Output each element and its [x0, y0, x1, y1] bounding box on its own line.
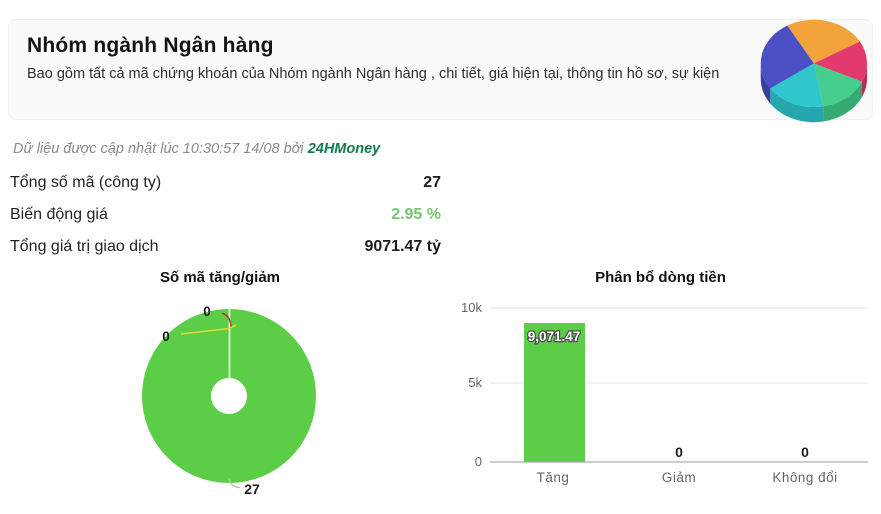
pie-connector-giam: [221, 312, 232, 329]
stat-value: 27: [423, 174, 441, 191]
data-updated-text: Dữ liệu được cập nhật lúc 10:30:57 14/08…: [13, 141, 304, 157]
ytick-10k: 10k: [461, 300, 482, 315]
header-card: Nhóm ngành Ngân hàng Bao gồm tất cả mã c…: [8, 19, 873, 123]
bar-chart-title: Phân bổ dòng tiền: [595, 269, 726, 286]
pie-chart-panel: Số mã tăng/giảm 0 0 27: [0, 266, 440, 514]
stat-row-total-codes: Tổng số mã (công ty) 27: [10, 167, 441, 199]
page-title: Nhóm ngành Ngân hàng: [27, 34, 274, 57]
stat-label: Tổng giá trị giao dịch: [10, 238, 159, 255]
xcat-giam: Giảm: [662, 470, 696, 485]
stat-value-percent: 2.95 %: [391, 206, 441, 223]
xcat-tang: Tăng: [537, 470, 570, 485]
pie-connector-tang: [228, 477, 241, 489]
bar-chart-panel: Phân bổ dòng tiền 10k 5k 0 9,071.47 0 0 …: [440, 266, 881, 514]
stat-label: Tổng số mã (công ty): [10, 174, 162, 191]
stat-row-total-value: Tổng giá trị giao dịch 9071.47 tỷ: [10, 231, 441, 263]
pie-label-khong-doi: 0: [162, 329, 170, 344]
ytick-0: 0: [475, 454, 482, 469]
pie-chart-logo-svg: [760, 19, 868, 123]
bar-value-label-tang: 9,071.47: [528, 329, 581, 344]
page-subtitle: Bao gồm tất cả mã chứng khoán của Nhóm n…: [27, 66, 720, 82]
ytick-5k: 5k: [468, 375, 482, 390]
brand-name: 24HMoney: [307, 141, 381, 157]
pie-chart-title: Số mã tăng/giảm: [159, 269, 281, 286]
stat-value: 9071.47 tỷ: [364, 238, 441, 255]
stat-label: Biến động giá: [10, 206, 108, 223]
data-updated-info: Dữ liệu được cập nhật lúc 10:30:57 14/08…: [13, 141, 380, 157]
bar-value-label-khong-doi: 0: [801, 444, 809, 460]
pie-chart-svg: 0 0 27: [142, 304, 316, 497]
bar-tang[interactable]: [524, 323, 585, 462]
xcat-khong-doi: Không đổi: [772, 470, 837, 485]
bar-chart-svg: 10k 5k 0 9,071.47 0 0 Tăng Giảm Không đổ…: [461, 300, 868, 485]
pie-label-tang: 27: [244, 481, 260, 497]
pie-connector-khong-doi: [180, 324, 237, 335]
pie-label-giam: 0: [203, 304, 211, 319]
stat-row-price-change: Biến động giá 2.95 %: [10, 199, 441, 231]
sector-stats: Tổng số mã (công ty) 27 Biến động giá 2.…: [10, 167, 441, 263]
bar-value-label-giam: 0: [675, 444, 683, 460]
pie-chart-logo-icon: [755, 14, 869, 126]
